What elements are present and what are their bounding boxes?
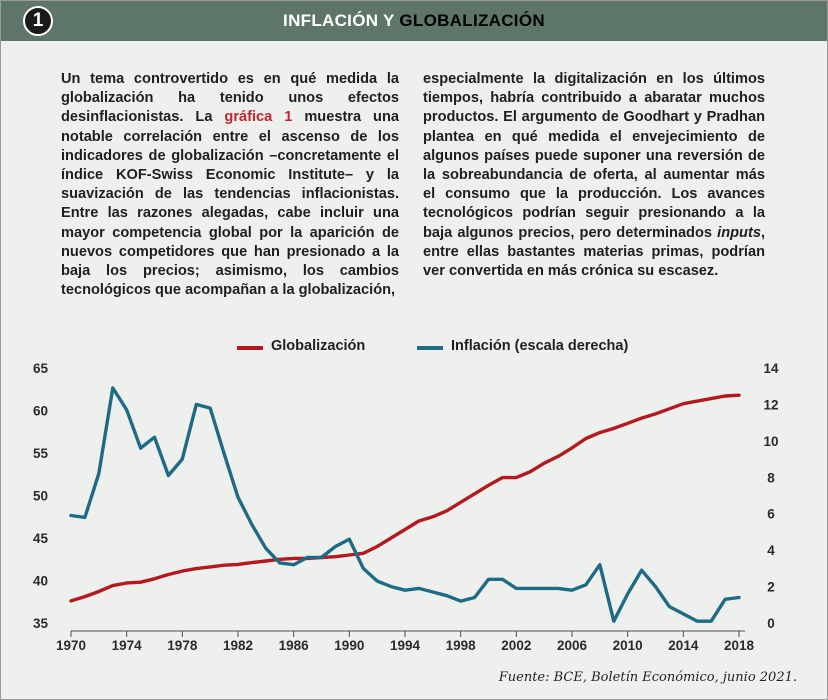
chart-number-badge: 1 (23, 6, 53, 36)
header-bar: 1 INFLACIÓN Y GLOBALIZACIÓN (1, 1, 827, 41)
paragraph-right-end: , entre ellas bastantes materias primas,… (423, 224, 765, 280)
legend-label-globalizacion: Globalización (271, 338, 366, 354)
y-left-tick-label: 65 (33, 361, 49, 376)
x-tick-label: 1982 (223, 638, 253, 653)
y-left-tick-label: 60 (33, 404, 48, 419)
y-left-tick-label: 35 (33, 616, 49, 631)
text-column-left: Un tema controvertido es en qué medida l… (61, 70, 399, 300)
x-tick-label: 2010 (613, 638, 643, 653)
source-note: Fuente: BCE, Boletín Económico, junio 20… (498, 670, 797, 685)
figure-reference: gráfica 1 (224, 109, 293, 126)
x-tick-label: 2014 (668, 638, 699, 653)
paragraph-left-start: Un tema controvertido es en qué medida l… (61, 71, 399, 126)
x-tick-label: 1998 (446, 638, 477, 653)
series-line-globalizacion (69, 393, 741, 603)
chart-title: INFLACIÓN Y GLOBALIZACIÓN (1, 1, 827, 41)
y-right-tick-label: 2 (767, 580, 775, 595)
y-left-tick-label: 55 (33, 446, 49, 461)
x-tick-label: 2018 (724, 638, 755, 653)
x-tick-label: 2006 (557, 638, 588, 653)
y-right-tick-label: 10 (763, 434, 778, 449)
series-lines (69, 386, 741, 623)
paragraph-right-start: especialmente la digitalización en los ú… (423, 71, 765, 241)
x-tick-label: 1994 (390, 638, 421, 653)
y-left-tick-label: 40 (33, 574, 48, 589)
axes (70, 630, 745, 637)
y-right-tick-label: 4 (767, 543, 775, 558)
x-tick-label: 1978 (167, 638, 198, 653)
emphasis-inputs: inputs (717, 224, 761, 241)
series-line-inflacion (69, 386, 741, 623)
text-column-right: especialmente la digitalización en los ú… (423, 70, 765, 281)
y-left-tick-label: 45 (33, 531, 49, 546)
y-right-tick-label: 12 (763, 397, 778, 412)
x-tick-label: 1970 (56, 638, 86, 653)
title-part-globalizacion: GLOBALIZACIÓN (399, 11, 545, 30)
tick-labels: 1970 1974 1978 1982 1986 1990 1994 1998 2002 2006… (33, 361, 779, 653)
x-tick-label: 1974 (112, 638, 143, 653)
legend-swatch-inflacion (417, 346, 443, 350)
x-tick-label: 1986 (279, 638, 310, 653)
x-tick-label: 2002 (501, 638, 531, 653)
y-right-tick-label: 0 (767, 616, 775, 631)
y-left-tick-label: 50 (33, 489, 48, 504)
y-right-tick-label: 8 (767, 470, 775, 485)
y-right-tick-label: 6 (767, 507, 775, 522)
paragraph-left-end: muestra una notable correlación entre el… (61, 109, 399, 299)
y-right-tick-label: 14 (763, 361, 779, 376)
legend-label-inflacion: Inflación (escala derecha) (451, 338, 629, 354)
legend-swatch-globalizacion (237, 346, 263, 350)
x-tick-label: 1990 (334, 638, 364, 653)
title-part-inflacion: INFLACIÓN Y (283, 11, 400, 30)
